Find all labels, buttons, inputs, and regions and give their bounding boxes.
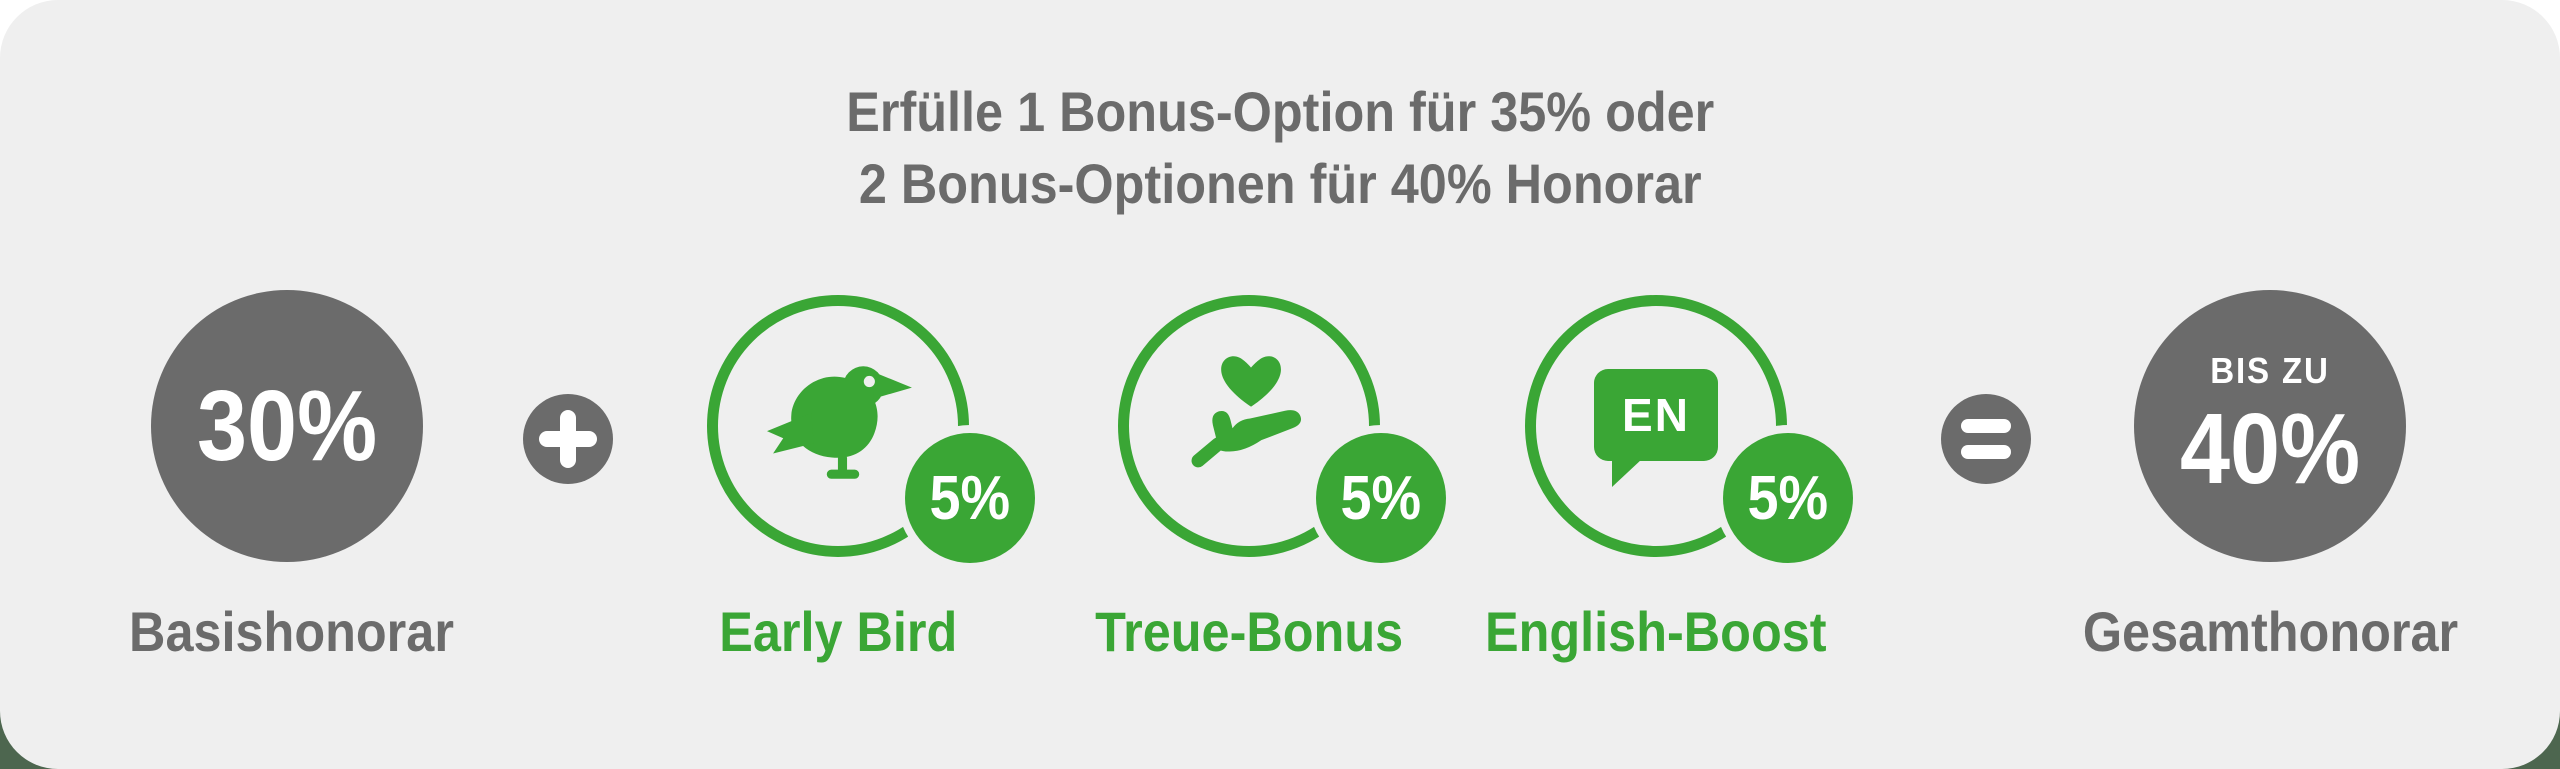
total-fee-circle: BIS ZU 40% <box>2134 290 2406 562</box>
early-bird-badge: 5% <box>905 433 1035 563</box>
total-fee-label: Gesamthonorar <box>2082 600 2458 663</box>
speech-bubble-text: EN <box>1622 389 1690 441</box>
treue-bonus-badge-value: 5% <box>1340 463 1422 533</box>
total-fee-prefix: BIS ZU <box>2210 350 2330 391</box>
treue-bonus-ring <box>1118 295 1380 557</box>
bonus-option-early-bird: 5% <box>707 295 1035 563</box>
speech-bubble-tail <box>1612 459 1642 487</box>
base-fee-circle: 30% <box>151 290 423 562</box>
english-boost-ring <box>1525 295 1787 557</box>
base-fee-value: 30% <box>196 370 378 482</box>
treue-bonus-label: Treue-Bonus <box>1094 600 1404 663</box>
early-bird-badge-value: 5% <box>929 463 1011 533</box>
early-bird-label: Early Bird <box>718 600 958 663</box>
english-boost-badge-value: 5% <box>1747 463 1829 533</box>
english-boost-badge: 5% <box>1723 433 1853 563</box>
plus-icon <box>523 394 613 484</box>
headline-line-2: 2 Bonus-Optionen für 40% Honorar <box>858 152 1702 215</box>
heart-in-hand-icon <box>1118 295 1380 557</box>
treue-bonus-badge: 5% <box>1316 433 1446 563</box>
headline-line-1: Erfülle 1 Bonus-Option für 35% oder <box>845 80 1715 143</box>
speech-bubble-icon: EN <box>1525 295 1787 557</box>
equals-icon <box>1941 394 2031 484</box>
bird-icon <box>707 295 969 557</box>
base-fee-label: Basishonorar <box>128 600 454 663</box>
headline: Erfülle 1 Bonus-Option für 35% oder 2 Bo… <box>0 76 2560 220</box>
bonus-option-treue-bonus: 5% <box>1118 295 1446 563</box>
bonus-option-english-boost: EN 5% <box>1525 295 1853 563</box>
english-boost-label: English-Boost <box>1485 600 1827 663</box>
early-bird-ring <box>707 295 969 557</box>
total-fee-value: 40% <box>2179 393 2361 505</box>
